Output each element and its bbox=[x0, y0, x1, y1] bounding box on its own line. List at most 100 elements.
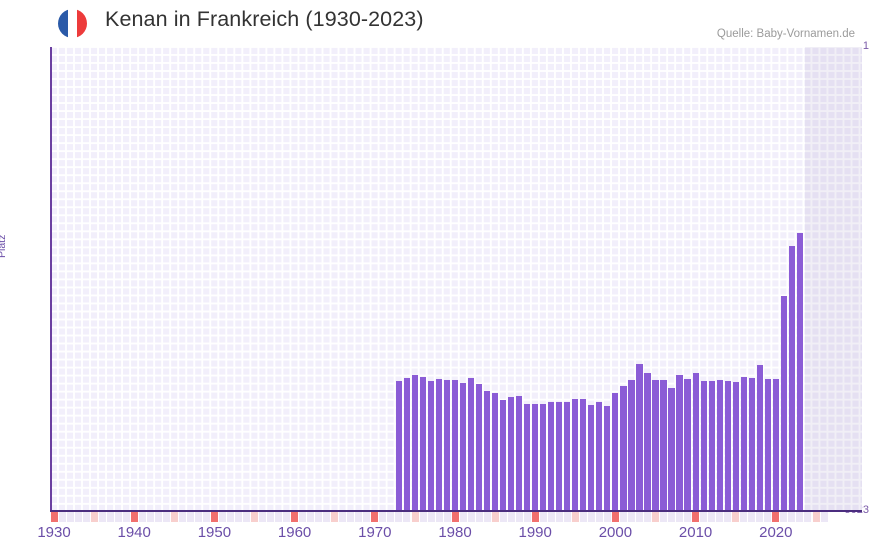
source-attribution: Quelle: Baby-Vornamen.de bbox=[716, 28, 855, 40]
x-axis-tick-mark bbox=[692, 512, 700, 522]
flag-stripe-blue bbox=[58, 9, 68, 38]
x-axis-tick-mark bbox=[587, 512, 595, 522]
x-axis-tick-mark bbox=[387, 512, 395, 522]
x-axis-tick-mark bbox=[620, 512, 628, 522]
x-axis-tick-mark bbox=[235, 512, 243, 522]
bar bbox=[492, 392, 499, 512]
x-axis-tick-mark bbox=[788, 512, 796, 522]
x-axis-tick-mark bbox=[323, 512, 331, 522]
x-axis-tick-mark bbox=[227, 512, 235, 522]
bar bbox=[708, 381, 715, 512]
bar bbox=[772, 378, 779, 512]
bar bbox=[668, 387, 675, 512]
x-axis-label: 1940 bbox=[117, 524, 151, 541]
x-axis-tick-mark bbox=[475, 512, 483, 522]
x-axis-tick-mark bbox=[708, 512, 716, 522]
x-axis-tick-mark bbox=[347, 512, 355, 522]
x-axis-tick-mark bbox=[299, 512, 307, 522]
x-axis-tick-mark bbox=[267, 512, 275, 522]
plot-area bbox=[50, 47, 862, 512]
france-flag-icon bbox=[58, 9, 87, 38]
bar bbox=[483, 391, 491, 512]
x-axis-tick-mark bbox=[371, 512, 379, 522]
bar bbox=[740, 377, 747, 512]
bar bbox=[411, 375, 418, 512]
bar bbox=[604, 405, 611, 512]
x-axis-tick-mark bbox=[50, 512, 58, 522]
x-axis-tick-mark bbox=[523, 512, 531, 522]
bar bbox=[796, 233, 803, 512]
x-axis-tick-mark bbox=[748, 512, 756, 522]
x-axis-tick-mark bbox=[146, 512, 154, 522]
x-axis-tick-mark bbox=[539, 512, 547, 522]
y-axis-tick-top: 1 bbox=[862, 40, 869, 52]
x-axis-tick-mark bbox=[443, 512, 451, 522]
bar bbox=[588, 405, 595, 512]
bar bbox=[628, 379, 635, 512]
x-axis-tick-mark bbox=[186, 512, 194, 522]
bar bbox=[596, 401, 603, 512]
x-axis-tick-mark bbox=[547, 512, 555, 522]
x-axis-tick-mark bbox=[796, 512, 804, 522]
bar bbox=[532, 404, 539, 512]
x-axis-tick-mark bbox=[644, 512, 652, 522]
x-axis-tick-mark bbox=[531, 512, 539, 522]
x-axis-tick-mark bbox=[804, 512, 812, 522]
bar bbox=[459, 383, 467, 512]
y-axis-line bbox=[50, 47, 52, 512]
bar bbox=[684, 379, 691, 512]
x-axis-tick-mark bbox=[684, 512, 692, 522]
x-axis-label: 2000 bbox=[598, 524, 633, 541]
x-axis-tick-mark bbox=[395, 512, 403, 522]
bar bbox=[756, 365, 763, 512]
bar bbox=[716, 380, 723, 512]
x-axis-tick-mark bbox=[74, 512, 82, 522]
x-axis-tick-mark bbox=[612, 512, 619, 522]
x-axis-line bbox=[50, 510, 862, 512]
x-axis-tick-mark bbox=[106, 512, 114, 522]
x-axis-tick-mark bbox=[459, 512, 467, 522]
y-axis-title: Platz bbox=[0, 234, 8, 258]
x-axis-tick-mark bbox=[243, 512, 251, 522]
x-axis-tick-mark bbox=[275, 512, 283, 522]
x-axis-tick-mark bbox=[202, 512, 210, 522]
x-axis-tick-mark bbox=[724, 512, 732, 522]
bar bbox=[748, 378, 755, 512]
bar bbox=[764, 378, 771, 512]
x-axis-tick-mark bbox=[660, 512, 668, 522]
bar bbox=[540, 404, 547, 512]
x-axis-tick-mark bbox=[211, 512, 218, 522]
x-axis-tick-mark bbox=[579, 512, 587, 522]
x-axis-label: 2010 bbox=[678, 524, 713, 541]
bar bbox=[395, 380, 402, 512]
x-axis-tick-mark bbox=[307, 512, 315, 522]
x-axis-tick-mark bbox=[507, 512, 515, 522]
x-axis-tick-mark bbox=[571, 512, 579, 522]
bar bbox=[451, 379, 459, 512]
x-axis-tick-mark bbox=[435, 512, 443, 522]
bar bbox=[732, 381, 739, 512]
x-axis-tick-mark bbox=[259, 512, 267, 522]
x-axis-tick-mark bbox=[628, 512, 636, 522]
bar bbox=[612, 392, 619, 512]
page-title: Kenan in Frankreich (1930-2023) bbox=[105, 7, 424, 31]
x-axis-tick-mark bbox=[66, 512, 74, 522]
x-axis-tick-mark bbox=[652, 512, 660, 522]
bar bbox=[676, 375, 683, 512]
x-axis-tick-mark bbox=[170, 512, 178, 522]
x-axis-tick-mark bbox=[251, 512, 259, 522]
x-axis-tick-mark bbox=[451, 512, 459, 522]
x-axis-tick-mark bbox=[515, 512, 523, 522]
x-axis-tick-mark bbox=[355, 512, 363, 522]
x-axis-tick-mark bbox=[411, 512, 419, 522]
bar bbox=[508, 396, 515, 512]
x-axis-tick-mark bbox=[130, 512, 138, 522]
x-axis-tick-mark bbox=[467, 512, 475, 522]
bar bbox=[788, 246, 795, 512]
x-axis-tick-mark bbox=[331, 512, 339, 522]
bar bbox=[516, 396, 523, 512]
x-axis-tick-mark bbox=[780, 512, 788, 522]
x-axis-tick-mark bbox=[122, 512, 130, 522]
bar bbox=[500, 400, 507, 512]
